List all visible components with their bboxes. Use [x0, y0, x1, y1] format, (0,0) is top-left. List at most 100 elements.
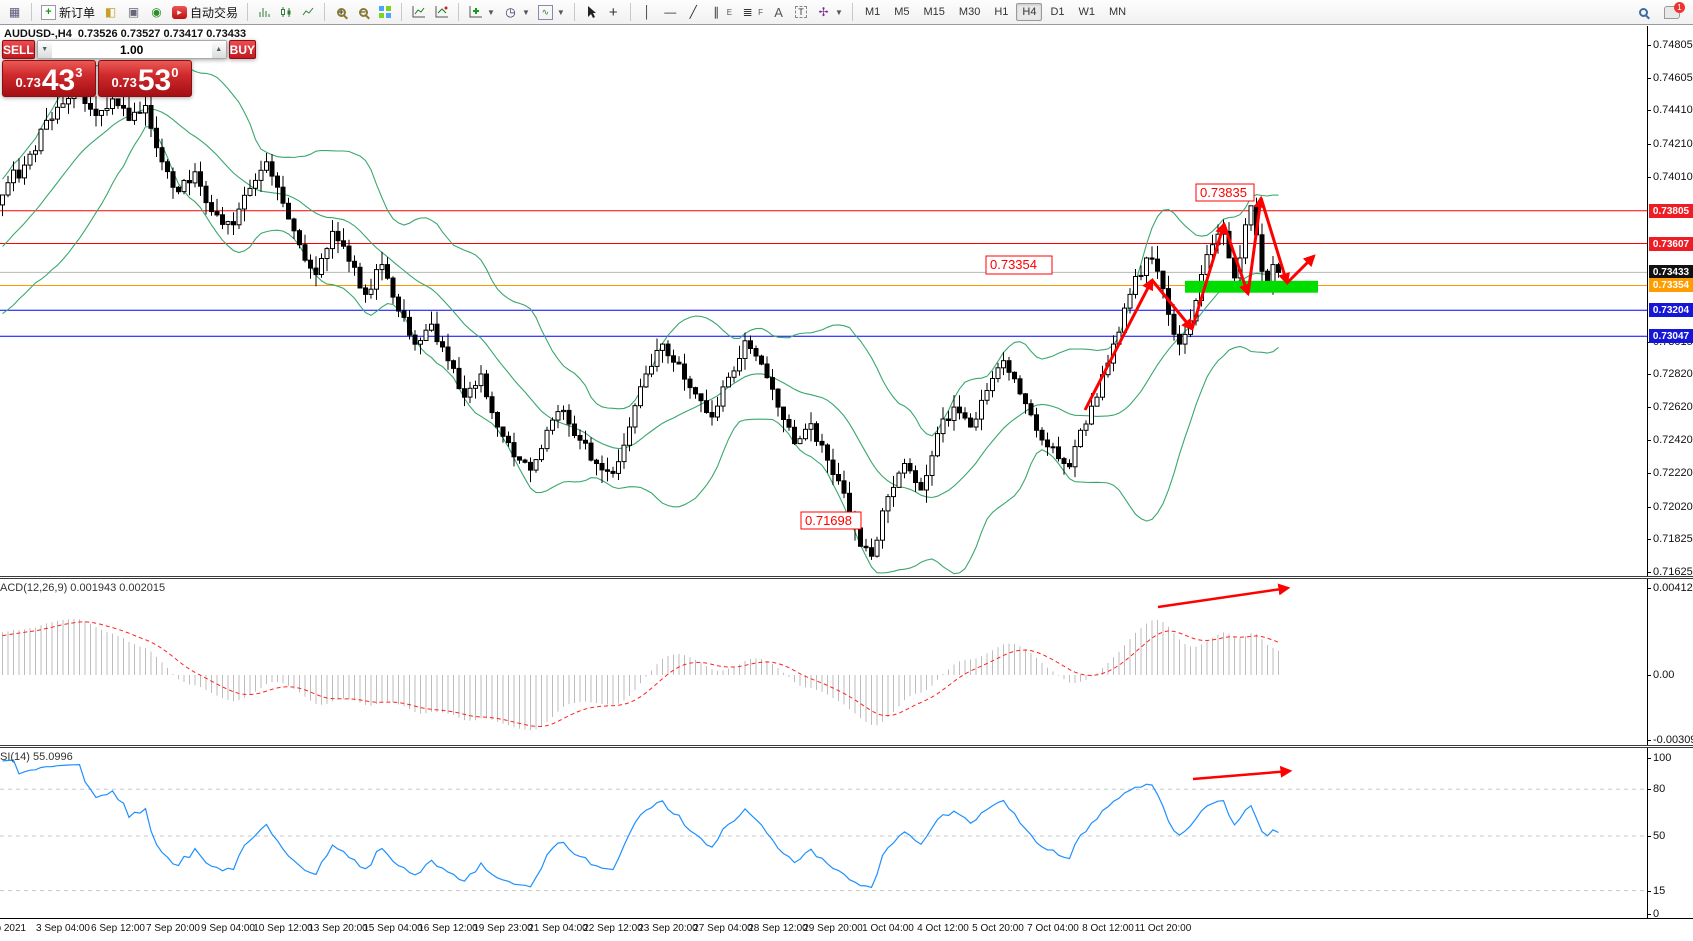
channel-tool-letter: E: [726, 7, 733, 17]
buy-price-pipette: 0: [171, 65, 179, 80]
candlestick-mode-button[interactable]: [276, 2, 296, 22]
axis-tick: [1648, 588, 1651, 589]
zoom-out-icon: −: [358, 6, 368, 17]
crosshair-icon: +: [608, 3, 618, 21]
price-axis-label: 100: [1653, 752, 1672, 764]
tile-windows-button[interactable]: [375, 2, 395, 22]
zoom-in-icon: +: [336, 6, 346, 17]
zoom-in-button[interactable]: +: [331, 2, 351, 22]
chart-shift-button[interactable]: [431, 2, 452, 22]
chart-header: AUDUSD-,H4 0.73526 0.73527 0.73417 0.7343…: [4, 28, 252, 40]
time-axis[interactable]: ep 2021 3 Sep 04:006 Sep 12:007 Sep 20:00…: [0, 918, 1693, 941]
price-axis-label: 0.004124: [1653, 582, 1693, 594]
dropdown-caret-icon: ▼: [487, 7, 495, 17]
auto-scroll-button[interactable]: [408, 2, 429, 22]
zoom-out-button[interactable]: −: [353, 2, 373, 22]
time-axis-label: 7 Sep 20:00: [146, 923, 200, 934]
search-button[interactable]: [1633, 2, 1653, 22]
time-axis-label: 1 Oct 04:00: [862, 923, 914, 934]
line-chart-mode-button[interactable]: [298, 2, 318, 22]
price-axis-label: 0.74210: [1653, 138, 1693, 150]
trendline-tool-button[interactable]: ╱: [683, 2, 704, 22]
window-menu-icon[interactable]: ▦: [8, 5, 21, 19]
axis-tick: [1648, 675, 1651, 676]
cursor-tool-button[interactable]: [581, 2, 601, 22]
text-label-icon: T: [795, 6, 807, 18]
tile-windows-icon: [379, 6, 392, 18]
auto-trading-label: 自动交易: [190, 5, 239, 20]
toolbar: ▦ + 新订单 ◧ ▣ ◉ ▸ 自动交易 + − ▼ ◷ ▼ ∿ ▼ +: [0, 0, 1693, 25]
bar-chart-mode-button[interactable]: [254, 2, 274, 22]
new-chart-button[interactable]: ▣: [123, 2, 144, 22]
main-chart-canvas[interactable]: 0.73835 0.73354 0.71698: [0, 26, 1647, 577]
time-axis-label: 29 Sep 20:00: [803, 923, 863, 934]
horizontal-line-tool-button[interactable]: —: [660, 2, 681, 22]
text-label-tool-button[interactable]: T: [791, 2, 811, 22]
symbol-period-label: AUDUSD-,H4: [4, 28, 72, 40]
buy-price-display: 0.73 53 0: [98, 60, 192, 97]
periods-button[interactable]: ◷ ▼: [500, 2, 533, 22]
price-axis[interactable]: 0.74805 0.74605 0.74410 0.74210 0.74010 0.730…: [1647, 26, 1693, 920]
fibonacci-tool-button[interactable]: ≣ F: [737, 2, 766, 22]
svg-text:0.73354: 0.73354: [990, 257, 1037, 272]
time-axis-label: 6 Sep 12:00: [91, 923, 145, 934]
buy-button[interactable]: BUY: [228, 40, 257, 59]
rsi-panel-canvas[interactable]: [0, 749, 1647, 918]
timeframe-button-m1[interactable]: M1: [864, 6, 881, 18]
timeframe-button-mn[interactable]: MN: [1109, 6, 1127, 18]
horizontal-line-icon: —: [664, 5, 677, 19]
timeframe-button-h4[interactable]: H4: [1016, 3, 1043, 21]
auto-trading-button[interactable]: ▸ 自动交易: [169, 2, 241, 22]
axis-tick: [1648, 177, 1651, 178]
price-axis-label: 0.71625: [1653, 566, 1693, 578]
time-axis-label: 15 Sep 04:00: [363, 923, 423, 934]
sell-button[interactable]: SELL: [2, 40, 35, 59]
templates-button[interactable]: ∿ ▼: [535, 2, 568, 22]
arrows-tool-button[interactable]: ✢ ▼: [813, 2, 846, 22]
chart-window-icon: ▣: [127, 5, 140, 19]
text-tool-button[interactable]: A: [768, 2, 789, 22]
timeframe-button-m5[interactable]: M5: [894, 6, 910, 18]
volume-increase-button[interactable]: ▲: [211, 41, 226, 58]
toolbar-separator: [31, 3, 32, 21]
volume-input[interactable]: [51, 41, 212, 58]
time-axis-label: 9 Sep 04:00: [201, 923, 255, 934]
timeframe-button-m15[interactable]: M15: [923, 6, 945, 18]
timeframe-button-d1[interactable]: D1: [1050, 6, 1065, 18]
macd-panel-canvas[interactable]: [0, 580, 1647, 746]
time-axis-label: 16 Sep 12:00: [418, 923, 478, 934]
price-axis-label: 0.72220: [1653, 467, 1693, 479]
new-order-button[interactable]: + 新订单: [38, 2, 98, 22]
volume-decrease-button[interactable]: ▼: [37, 41, 52, 58]
sell-price-display: 0.73 43 3: [2, 60, 96, 97]
price-axis-label: 0.72420: [1653, 434, 1693, 446]
axis-tick: [1648, 758, 1651, 759]
timeframe-button-w1[interactable]: W1: [1078, 6, 1096, 18]
panel-splitter[interactable]: [0, 745, 1693, 748]
channel-tool-button[interactable]: ∥ E: [706, 2, 735, 22]
price-badge: 0.73607: [1649, 237, 1693, 251]
fibonacci-icon: ≣: [742, 5, 753, 19]
price-axis-label: 80: [1653, 783, 1666, 795]
auto-scroll-icon: [412, 6, 426, 18]
svg-text:0.73835: 0.73835: [1200, 185, 1247, 200]
vertical-line-tool-button[interactable]: │: [637, 2, 658, 22]
svg-text:0.71698: 0.71698: [805, 513, 852, 528]
axis-tick: [1648, 539, 1651, 540]
price-axis-label: 0.71825: [1653, 533, 1693, 545]
panel-splitter[interactable]: [0, 576, 1693, 579]
candlestick-icon: [281, 7, 291, 17]
indicators-button[interactable]: ▼: [465, 2, 498, 22]
styles-button[interactable]: ◧: [100, 2, 121, 22]
broadcast-button[interactable]: ◉: [146, 2, 167, 22]
chart-shift-icon: [435, 6, 449, 18]
axis-tick: [1648, 78, 1651, 79]
price-axis-label: 0.72820: [1653, 368, 1693, 380]
price-axis-label: 0.72620: [1653, 401, 1693, 413]
crosshair-tool-button[interactable]: +: [603, 2, 624, 22]
notifications-button[interactable]: 1: [1661, 1, 1685, 22]
timeframe-button-h1[interactable]: H1: [994, 6, 1009, 18]
channel-icon: ∥: [713, 5, 720, 19]
time-axis-label: 21 Sep 04:00: [528, 923, 588, 934]
timeframe-button-m30[interactable]: M30: [958, 6, 981, 18]
